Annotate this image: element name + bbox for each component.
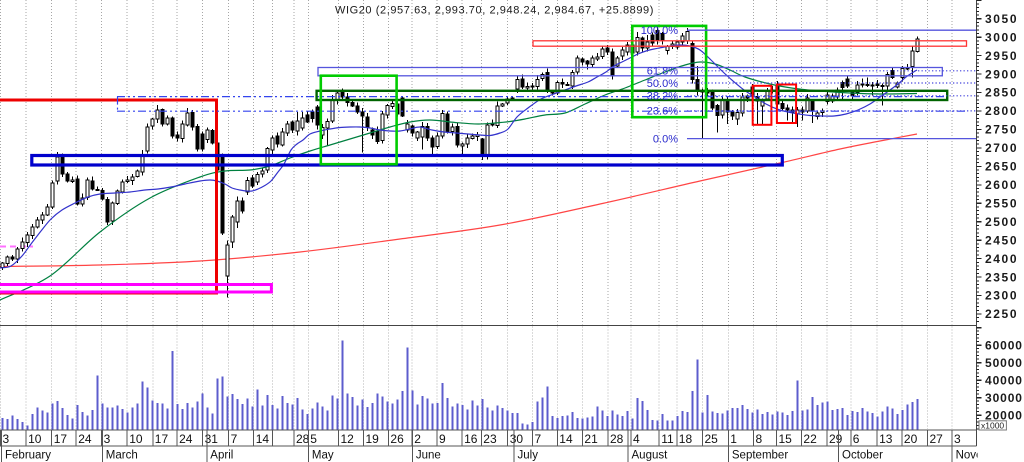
svg-text:2800: 2800 — [985, 104, 1018, 118]
svg-text:March: March — [106, 450, 138, 462]
svg-text:2650: 2650 — [985, 160, 1018, 174]
svg-text:40000: 40000 — [985, 373, 1023, 387]
svg-text:April: April — [210, 450, 233, 462]
svg-text:30: 30 — [510, 432, 524, 446]
svg-text:50.0%: 50.0% — [647, 78, 678, 90]
svg-text:26: 26 — [390, 432, 404, 446]
svg-text:27: 27 — [930, 432, 944, 446]
svg-text:7: 7 — [231, 432, 238, 446]
svg-text:February: February — [5, 450, 51, 462]
svg-text:18: 18 — [679, 432, 693, 446]
svg-text:31: 31 — [205, 432, 219, 446]
svg-text:2350: 2350 — [985, 270, 1018, 284]
svg-text:2400: 2400 — [985, 252, 1018, 266]
svg-text:23: 23 — [483, 432, 497, 446]
svg-text:28: 28 — [610, 432, 624, 446]
svg-text:11: 11 — [661, 432, 674, 446]
svg-text:9: 9 — [439, 432, 446, 446]
svg-text:16: 16 — [464, 432, 478, 446]
svg-text:2950: 2950 — [985, 49, 1018, 63]
svg-text:August: August — [632, 450, 669, 462]
svg-text:4: 4 — [633, 432, 640, 446]
svg-text:29: 29 — [829, 432, 843, 446]
svg-text:21: 21 — [584, 432, 598, 446]
svg-text:23.6%: 23.6% — [647, 106, 678, 118]
svg-text:7: 7 — [535, 432, 542, 446]
svg-text:24: 24 — [179, 432, 193, 446]
svg-text:2600: 2600 — [985, 178, 1018, 192]
svg-text:100.0%: 100.0% — [641, 25, 679, 37]
svg-text:28: 28 — [296, 432, 310, 446]
svg-text:20000: 20000 — [985, 408, 1023, 422]
svg-text:38.2%: 38.2% — [647, 91, 678, 103]
svg-text:2: 2 — [414, 432, 421, 446]
svg-text:2750: 2750 — [985, 123, 1018, 137]
svg-text:5: 5 — [310, 432, 317, 446]
svg-text:12: 12 — [341, 432, 355, 446]
svg-text:13: 13 — [879, 432, 893, 446]
svg-text:14: 14 — [559, 432, 573, 446]
svg-text:2550: 2550 — [985, 196, 1018, 210]
svg-text:3: 3 — [104, 432, 111, 446]
svg-text:2900: 2900 — [985, 67, 1018, 81]
svg-text:25: 25 — [705, 432, 719, 446]
svg-text:19: 19 — [366, 432, 380, 446]
svg-text:July: July — [518, 450, 539, 462]
svg-text:0.0%: 0.0% — [653, 133, 678, 145]
svg-text:22: 22 — [803, 432, 817, 446]
svg-text:30000: 30000 — [985, 391, 1023, 405]
svg-text:2500: 2500 — [985, 215, 1018, 229]
svg-text:September: September — [732, 450, 788, 462]
svg-text:6: 6 — [853, 432, 860, 446]
svg-text:20: 20 — [904, 432, 918, 446]
svg-text:17: 17 — [54, 432, 68, 446]
svg-text:10: 10 — [129, 432, 143, 446]
svg-text:2850: 2850 — [985, 86, 1018, 100]
svg-text:2300: 2300 — [985, 289, 1018, 303]
svg-text:24: 24 — [78, 432, 92, 446]
svg-text:14: 14 — [256, 432, 270, 446]
svg-text:10: 10 — [28, 432, 42, 446]
svg-text:61.8%: 61.8% — [647, 66, 678, 78]
svg-text:50000: 50000 — [985, 356, 1023, 370]
svg-text:2250: 2250 — [985, 307, 1018, 321]
svg-text:June: June — [416, 450, 441, 462]
svg-text:x1000: x1000 — [981, 420, 1004, 430]
svg-text:3: 3 — [3, 432, 10, 446]
svg-text:17: 17 — [155, 432, 169, 446]
svg-text:October: October — [842, 450, 883, 462]
svg-text:2450: 2450 — [985, 233, 1018, 247]
svg-text:3: 3 — [954, 432, 961, 446]
svg-text:8: 8 — [756, 432, 763, 446]
svg-text:1: 1 — [730, 432, 737, 446]
svg-text:3000: 3000 — [985, 30, 1018, 44]
svg-text:15: 15 — [779, 432, 793, 446]
svg-text:3050: 3050 — [985, 12, 1018, 26]
svg-text:May: May — [312, 450, 334, 462]
svg-text:60000: 60000 — [985, 338, 1023, 352]
svg-text:2700: 2700 — [985, 141, 1018, 155]
svg-text:WIG20 (2,957.63, 2,993.70, 2,9: WIG20 (2,957.63, 2,993.70, 2,948.24, 2,9… — [335, 5, 654, 17]
